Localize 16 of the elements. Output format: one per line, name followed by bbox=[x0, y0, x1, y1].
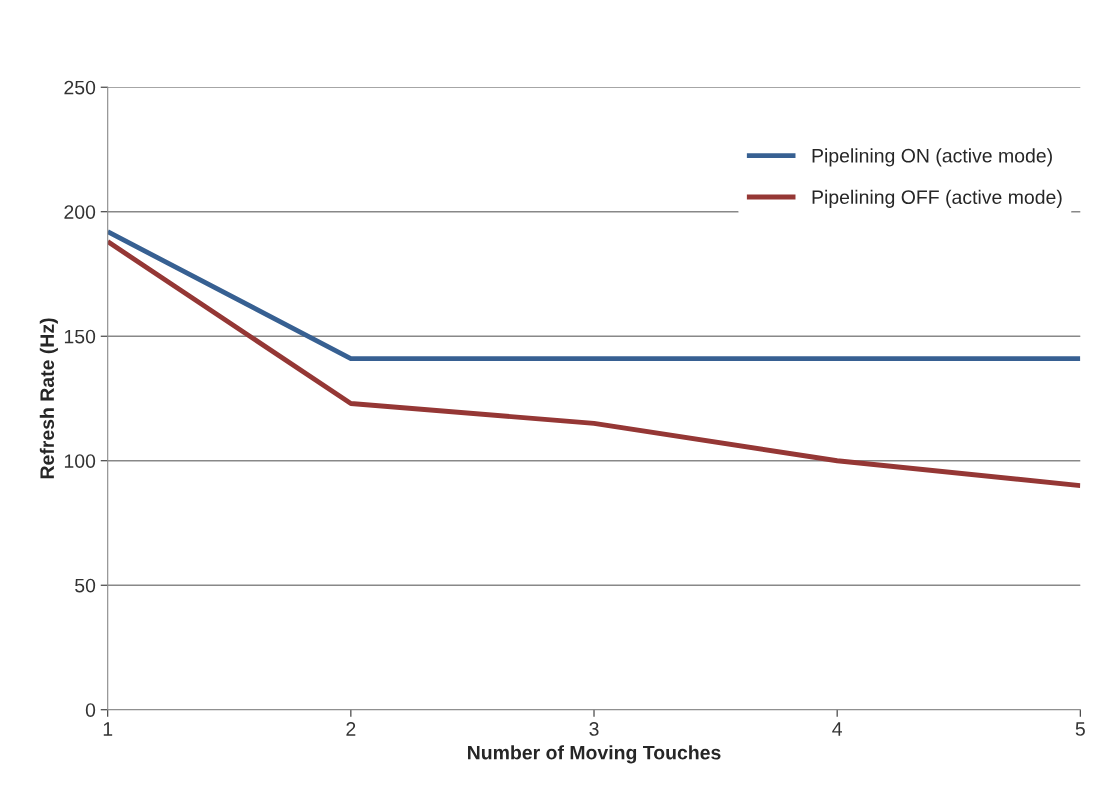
y-tick-label: 150 bbox=[64, 329, 96, 344]
y-axis-title: Refresh Rate (Hz) bbox=[39, 318, 58, 479]
x-tick-label: 1 bbox=[103, 722, 113, 736]
y-tick-label: 100 bbox=[64, 454, 96, 468]
x-tick-label: 5 bbox=[1075, 722, 1085, 736]
x-tick-label: 4 bbox=[832, 722, 842, 736]
x-axis-title: Number of Moving Touches bbox=[468, 745, 721, 764]
line-series bbox=[107, 239, 1081, 489]
legend-label: Pipelining ON (active mode) bbox=[812, 148, 1052, 167]
x-tick-label: 3 bbox=[589, 722, 599, 736]
legend-label: Pipelining OFF (active mode) bbox=[812, 189, 1062, 208]
x-tick-label: 2 bbox=[346, 722, 356, 736]
y-tick-label: 0 bbox=[85, 703, 96, 717]
y-tick-label: 250 bbox=[64, 80, 96, 95]
y-tick-label: 50 bbox=[75, 578, 96, 593]
y-tick-label: 200 bbox=[64, 205, 96, 219]
